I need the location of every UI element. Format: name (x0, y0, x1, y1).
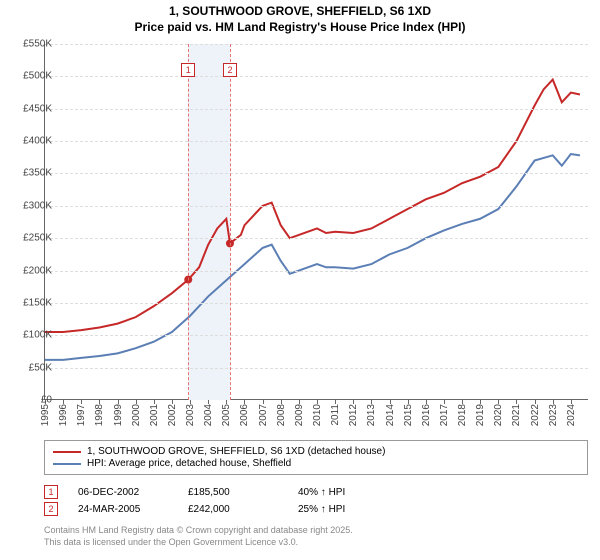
x-axis-label: 2022 (530, 404, 541, 426)
data-row-1: 1 06-DEC-2002 £185,500 40% ↑ HPI (44, 485, 588, 499)
legend-label-1: 1, SOUTHWOOD GROVE, SHEFFIELD, S6 1XD (d… (87, 446, 385, 457)
chart-svg (45, 44, 589, 400)
x-axis-label: 2013 (366, 404, 377, 426)
x-axis-label: 2003 (185, 404, 196, 426)
x-axis-label: 2018 (457, 404, 468, 426)
y-axis-label: £550K (23, 39, 52, 50)
gridline (45, 238, 588, 239)
x-axis-label: 1998 (94, 404, 105, 426)
x-axis-label: 1995 (40, 404, 51, 426)
x-axis-label: 2000 (131, 404, 142, 426)
legend-row-series1: 1, SOUTHWOOD GROVE, SHEFFIELD, S6 1XD (d… (53, 446, 579, 457)
y-axis-label: £350K (23, 168, 52, 179)
x-axis-label: 2017 (439, 404, 450, 426)
footnote: Contains HM Land Registry data © Crown c… (44, 525, 588, 548)
x-axis-label: 2021 (511, 404, 522, 426)
x-axis-label: 2005 (221, 404, 232, 426)
y-axis-label: £0 (41, 395, 52, 406)
y-axis-label: £300K (23, 200, 52, 211)
legend-swatch-2 (53, 463, 81, 465)
y-axis-label: £400K (23, 136, 52, 147)
x-axis-label: 2006 (239, 404, 250, 426)
gridline (45, 173, 588, 174)
gridline (45, 368, 588, 369)
x-axis-label: 2012 (348, 404, 359, 426)
data-point-rows: 1 06-DEC-2002 £185,500 40% ↑ HPI 2 24-MAR-200… (44, 482, 588, 519)
band-line (230, 44, 231, 400)
series-line (45, 154, 580, 360)
x-axis-label: 2019 (475, 404, 486, 426)
gridline (45, 206, 588, 207)
row-date: 24-MAR-2005 (78, 504, 168, 515)
y-axis-label: £150K (23, 297, 52, 308)
row-pct: 40% ↑ HPI (298, 487, 388, 498)
gridline (45, 271, 588, 272)
x-axis-label: 2008 (276, 404, 287, 426)
gridline (45, 303, 588, 304)
title-line2: Price paid vs. HM Land Registry's House … (0, 20, 600, 36)
title-line1: 1, SOUTHWOOD GROVE, SHEFFIELD, S6 1XD (0, 4, 600, 20)
row-marker-icon: 2 (44, 502, 58, 516)
y-axis-label: £250K (23, 233, 52, 244)
x-axis-label: 1999 (113, 404, 124, 426)
row-marker-icon: 1 (44, 485, 58, 499)
chart-plot-area: 1995199619971998199920002001200220032004… (44, 44, 588, 400)
x-axis-label: 2002 (167, 404, 178, 426)
gridline (45, 335, 588, 336)
legend-row-series2: HPI: Average price, detached house, Shef… (53, 458, 579, 469)
x-axis-label: 2007 (258, 404, 269, 426)
footnote-line2: This data is licensed under the Open Gov… (44, 537, 588, 549)
x-axis-label: 2023 (548, 404, 559, 426)
x-axis-label: 2016 (421, 404, 432, 426)
x-axis-label: 2014 (385, 404, 396, 426)
footnote-line1: Contains HM Land Registry data © Crown c… (44, 525, 588, 537)
gridline (45, 141, 588, 142)
title-block: 1, SOUTHWOOD GROVE, SHEFFIELD, S6 1XD Pr… (0, 0, 600, 37)
gridline (45, 44, 588, 45)
y-axis-label: £450K (23, 103, 52, 114)
x-axis-label: 2009 (294, 404, 305, 426)
legend-swatch-1 (53, 451, 81, 453)
data-row-2: 2 24-MAR-2005 £242,000 25% ↑ HPI (44, 502, 588, 516)
legend-label-2: HPI: Average price, detached house, Shef… (87, 458, 291, 469)
x-axis-label: 2004 (203, 404, 214, 426)
x-axis-label: 2010 (312, 404, 323, 426)
x-axis-label: 1997 (76, 404, 87, 426)
x-axis-label: 2001 (149, 404, 160, 426)
row-price: £185,500 (188, 487, 278, 498)
band-line (188, 44, 189, 400)
x-axis-label: 2024 (566, 404, 577, 426)
x-axis-label: 1996 (58, 404, 69, 426)
y-axis-label: £500K (23, 71, 52, 82)
chart-marker-1: 1 (181, 63, 195, 77)
row-pct: 25% ↑ HPI (298, 504, 388, 515)
x-axis-label: 2015 (403, 404, 414, 426)
y-axis-label: £100K (23, 330, 52, 341)
row-price: £242,000 (188, 504, 278, 515)
chart-container: 1, SOUTHWOOD GROVE, SHEFFIELD, S6 1XD Pr… (0, 0, 600, 560)
y-axis-label: £50K (29, 362, 52, 373)
row-date: 06-DEC-2002 (78, 487, 168, 498)
legend: 1, SOUTHWOOD GROVE, SHEFFIELD, S6 1XD (d… (44, 440, 588, 475)
x-axis-label: 2020 (493, 404, 504, 426)
y-axis-label: £200K (23, 265, 52, 276)
gridline (45, 109, 588, 110)
gridline (45, 76, 588, 77)
chart-marker-2: 2 (223, 63, 237, 77)
x-axis-label: 2011 (330, 404, 341, 426)
